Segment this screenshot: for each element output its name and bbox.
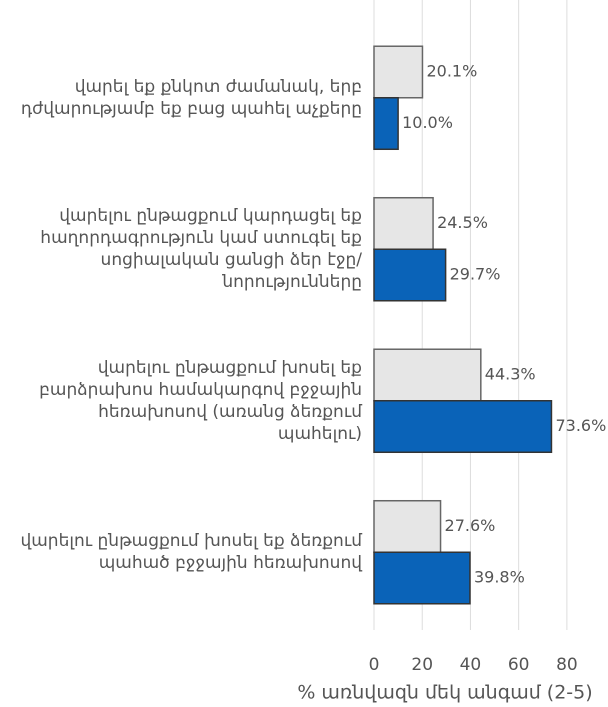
bar <box>373 499 442 553</box>
bar <box>373 551 471 605</box>
bar <box>373 45 424 99</box>
data-label: 39.8% <box>474 568 525 587</box>
bar <box>373 248 447 302</box>
category-label: վարելու ընթացքում խոսել եք ձեռքում պահած… <box>20 531 362 574</box>
x-tick-label: 40 <box>460 655 482 675</box>
category-label: վարել եք քնկոտ ժամանակ, երբ դժվարությամբ… <box>20 76 362 119</box>
bar <box>373 400 553 454</box>
x-tick-label: 0 <box>369 655 380 675</box>
bar <box>373 97 399 151</box>
data-label: 29.7% <box>450 265 501 284</box>
data-label: 27.6% <box>445 516 496 535</box>
x-axis-label: % առնվազն մեկ անգամ (2-5) <box>297 682 592 704</box>
data-label: 73.6% <box>555 416 606 435</box>
x-tick-label: 80 <box>556 655 578 675</box>
x-tick-label: 20 <box>411 655 433 675</box>
data-label: 10.0% <box>402 113 453 132</box>
x-tick-label: 60 <box>508 655 530 675</box>
bar <box>373 196 434 251</box>
category-label: վարելու ընթացքում կարդացել եք հաղորդագրո… <box>40 206 362 293</box>
data-label: 24.5% <box>437 213 488 232</box>
data-label: 20.1% <box>426 61 477 80</box>
category-label: վարելու ընթացքում խոսել եք բարձրախոս համ… <box>39 357 362 444</box>
bar <box>373 348 482 402</box>
data-label: 44.3% <box>485 364 536 383</box>
